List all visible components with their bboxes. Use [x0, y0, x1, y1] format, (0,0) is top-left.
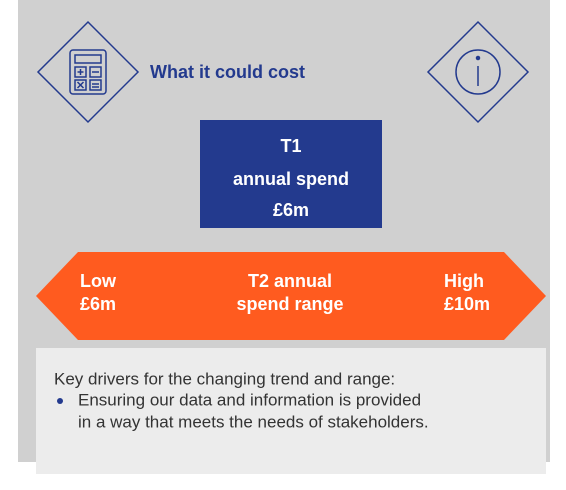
bullet — [57, 398, 63, 404]
title: What it could cost — [150, 62, 305, 82]
drivers-bullet: Ensuring our data and information is pro… — [78, 390, 421, 409]
range-center: T2 annual — [248, 271, 332, 291]
info-icon — [426, 20, 530, 124]
range-arrow — [36, 252, 546, 340]
t1-line: £6m — [273, 200, 309, 220]
range-high: £10m — [444, 294, 490, 314]
t1-box — [200, 120, 382, 228]
calculator-icon — [36, 20, 140, 124]
range-low: Low — [80, 271, 117, 291]
t1-line: T1 — [280, 136, 301, 156]
drivers-box — [36, 348, 546, 474]
drivers-intro: Key drivers for the changing trend and r… — [54, 369, 395, 388]
range-center: spend range — [236, 294, 343, 314]
range-high: High — [444, 271, 484, 291]
drivers-bullet: in a way that meets the needs of stakeho… — [78, 412, 429, 431]
range-low: £6m — [80, 294, 116, 314]
t1-line: annual spend — [233, 169, 349, 189]
